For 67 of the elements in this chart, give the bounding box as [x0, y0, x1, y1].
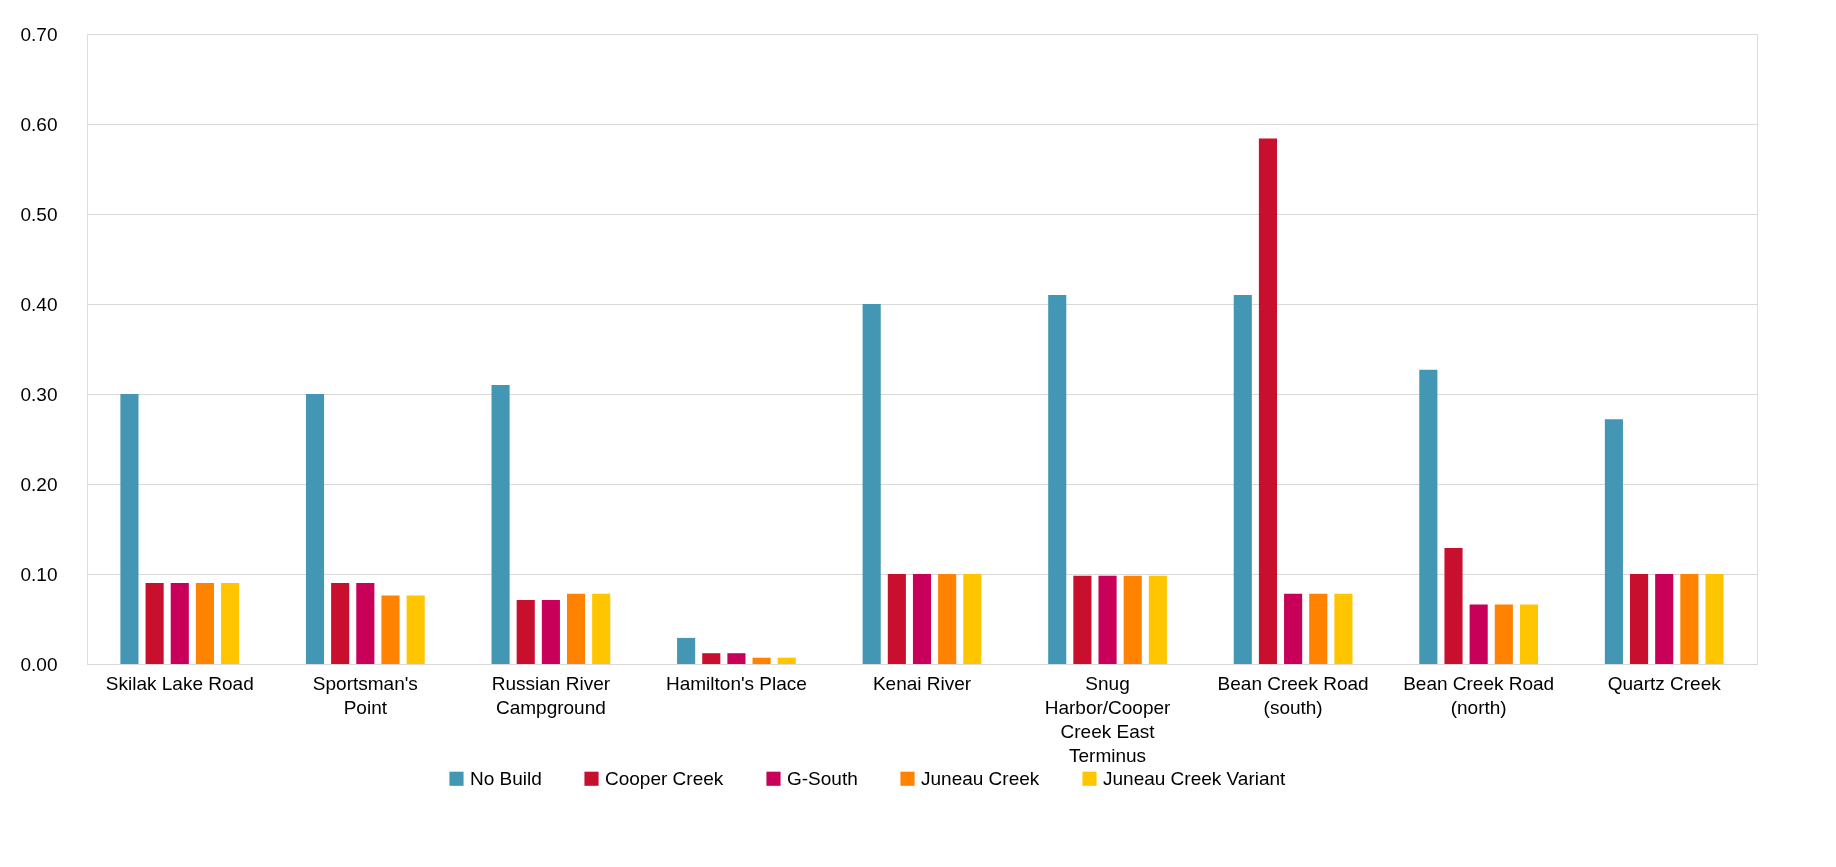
bar: [406, 595, 425, 664]
bar: [1334, 593, 1353, 664]
bar: [727, 653, 746, 664]
bar: [1680, 574, 1699, 664]
x-tick-label: Snug Harbor/Cooper Creek East Terminus: [1044, 672, 1172, 766]
x-tick-label: Sportsman's Point: [312, 672, 418, 718]
bar: [1630, 574, 1649, 664]
bar: [912, 574, 932, 664]
bar: [963, 574, 982, 664]
bar: [1469, 604, 1488, 664]
y-tick-label: 0.40: [20, 293, 58, 315]
bar: [356, 583, 375, 664]
y-tick-label: 0.70: [20, 23, 58, 45]
x-tick-label: Bean Creek Road (north): [1403, 672, 1555, 718]
y-tick-label: 0.00: [20, 653, 58, 675]
bar: [516, 600, 535, 664]
bar: [170, 583, 189, 664]
bar: [592, 593, 611, 664]
x-tick-label: Hamilton's Place: [665, 672, 807, 694]
bar: [541, 600, 560, 664]
y-tick-label: 0.10: [20, 563, 58, 585]
bar: [1048, 295, 1067, 664]
legend-label: No Build: [470, 767, 542, 789]
legend-label: Juneau Creek: [921, 767, 1040, 789]
bar: [862, 304, 881, 664]
y-tick-label: 0.30: [20, 383, 58, 405]
bar: [887, 574, 906, 664]
bar: [305, 394, 325, 664]
bar: [702, 653, 721, 664]
bar: [491, 385, 510, 664]
legend-label: Juneau Creek Variant: [1103, 767, 1287, 789]
bar: [1419, 369, 1438, 664]
bar: [938, 574, 957, 664]
x-tick-label: Bean Creek Road (south): [1217, 672, 1369, 718]
bar: [1444, 547, 1463, 664]
bar: [752, 657, 771, 664]
bar: [1519, 604, 1539, 664]
bar: [777, 657, 796, 664]
bar: [1705, 574, 1724, 664]
bar: [1309, 593, 1328, 664]
bar: [1233, 295, 1252, 664]
bar: [195, 583, 214, 664]
bar: [120, 394, 139, 664]
y-tick-label: 0.50: [20, 203, 58, 225]
bar: [381, 595, 400, 664]
bar: [1655, 574, 1674, 664]
bar: [1073, 575, 1092, 664]
bar: [145, 583, 164, 664]
bar: [1148, 575, 1167, 664]
y-tick-label: 0.20: [20, 473, 58, 495]
bar: [1494, 604, 1513, 664]
bar: [566, 593, 586, 664]
y-tick-label: 0.60: [20, 113, 58, 135]
bar: [1258, 138, 1278, 664]
legend-label: Cooper Creek: [605, 767, 724, 789]
x-tick-label: Skilak Lake Road: [105, 672, 254, 694]
bar: [1284, 593, 1303, 664]
bar: [331, 583, 350, 664]
legend-label: G-South: [787, 767, 858, 789]
bar: [1604, 419, 1623, 664]
bar: [1098, 575, 1117, 664]
x-tick-label: Quartz Creek: [1607, 672, 1722, 694]
x-tick-label: Russian River Campground: [491, 672, 611, 718]
bar: [221, 583, 240, 664]
x-tick-label: Kenai River: [872, 672, 972, 694]
bar: [1123, 575, 1142, 664]
bar: [677, 637, 696, 664]
